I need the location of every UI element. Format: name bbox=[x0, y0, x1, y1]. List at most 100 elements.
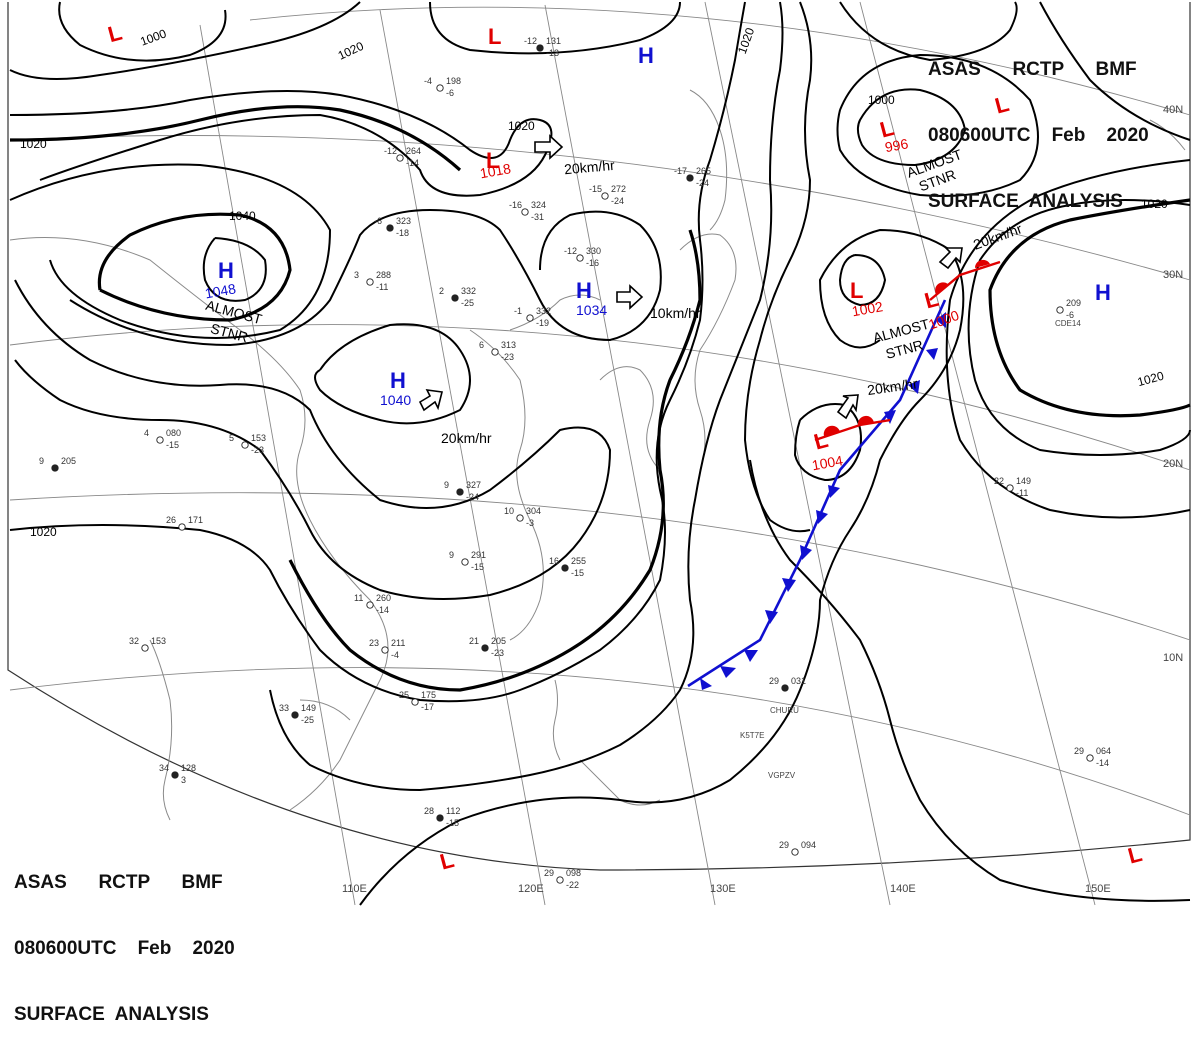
station-pressure: 175 bbox=[421, 690, 436, 700]
station-plot: 5 153 -23 bbox=[229, 433, 266, 455]
station-plot: 2 332 -25 bbox=[439, 286, 476, 308]
station-dewpoint: -14 bbox=[406, 158, 419, 168]
station-circle bbox=[791, 848, 799, 856]
station-plot: 22 149 -11 bbox=[994, 476, 1031, 498]
station-temperature: -4 bbox=[424, 76, 432, 86]
station-temperature: 34 bbox=[159, 763, 169, 773]
station-circle bbox=[461, 558, 469, 566]
latitude-label: 10N bbox=[1163, 652, 1183, 664]
station-pressure: 291 bbox=[471, 550, 486, 560]
station-temperature: 16 bbox=[549, 556, 559, 566]
station-circle bbox=[491, 348, 499, 356]
station-pressure: 153 bbox=[251, 433, 266, 443]
station-temperature: -17 bbox=[674, 166, 687, 176]
station-dewpoint: -3 bbox=[526, 518, 534, 528]
station-dewpoint: -17 bbox=[421, 702, 434, 712]
low-center-symbol: L bbox=[105, 20, 124, 48]
station-plot: 33 149 -25 bbox=[279, 703, 316, 725]
movement-arrows bbox=[418, 134, 963, 420]
station-dewpoint: -24 bbox=[611, 196, 624, 206]
high-center-symbol: H bbox=[638, 43, 654, 68]
station-pressure: 330 bbox=[586, 246, 601, 256]
low-center-symbol: L bbox=[1125, 841, 1144, 869]
cold-front bbox=[687, 299, 947, 690]
station-plot: 29 064 -14 bbox=[1074, 746, 1111, 768]
station-circle bbox=[781, 684, 789, 692]
station-circle bbox=[411, 698, 419, 706]
ship-id: CHURU bbox=[770, 706, 799, 715]
low-center-symbol: L bbox=[922, 286, 941, 314]
high-center-symbol: H bbox=[390, 368, 406, 393]
high-center-value: 1048 bbox=[204, 280, 238, 301]
longitude-label: 130E bbox=[710, 883, 736, 895]
station-plot: 21 205 -23 bbox=[469, 636, 506, 658]
movement-speed-label: 10km/hr bbox=[650, 305, 701, 321]
station-dewpoint: -16 bbox=[586, 258, 599, 268]
weather-map: L L L 1018 H L 996 L H 1048 H 1034 H 104… bbox=[7, 1, 1191, 906]
station-circle bbox=[381, 646, 389, 654]
station-circle bbox=[291, 711, 299, 719]
station-circle bbox=[1006, 484, 1014, 492]
station-dewpoint: -24 bbox=[696, 178, 709, 188]
station-circle bbox=[386, 224, 394, 232]
station-circle bbox=[456, 488, 464, 496]
station-temperature: -16 bbox=[509, 200, 522, 210]
header-time-line: 080600UTC Feb 2020 bbox=[928, 125, 1149, 146]
movement-speed-label: 20km/hr bbox=[441, 430, 492, 446]
ship-id: VGPZV bbox=[768, 771, 796, 780]
header-agency-line: ASAS RCTP BMF bbox=[928, 59, 1137, 80]
station-plot: 9 205 bbox=[39, 456, 76, 472]
graticule-labels: 110E 120E 130E 140E 150E 40N 30N 20N 10N bbox=[342, 104, 1183, 895]
station-pressure: 260 bbox=[376, 593, 391, 603]
ship-ids: CDE14 CHURU K5T7E VGPZV bbox=[740, 319, 1081, 780]
station-pressure: 324 bbox=[531, 200, 546, 210]
station-pressure: 112 bbox=[446, 806, 460, 816]
isobars bbox=[9, 1, 1191, 906]
station-plot: -1 332 -19 bbox=[514, 306, 551, 328]
station-dewpoint: -15 bbox=[446, 818, 459, 828]
station-temperature: -12 bbox=[564, 246, 577, 256]
station-temperature: 29 bbox=[779, 840, 789, 850]
station-plot: 32 153 bbox=[129, 636, 166, 652]
station-temperature: 29 bbox=[544, 868, 554, 878]
low-center-symbol: L bbox=[877, 115, 896, 143]
station-plot: -17 265 -24 bbox=[674, 166, 711, 188]
station-plot: 34 128 3 bbox=[159, 763, 196, 785]
station-plot: 209-6 bbox=[1056, 298, 1081, 320]
station-temperature: -12 bbox=[384, 146, 397, 156]
station-circle bbox=[686, 174, 694, 182]
station-pressure: 205 bbox=[491, 636, 506, 646]
station-temperature: -15 bbox=[589, 184, 602, 194]
station-circle bbox=[436, 814, 444, 822]
low-center-symbol: L bbox=[811, 427, 830, 455]
isobars-thick bbox=[9, 105, 1191, 692]
station-dewpoint: -22 bbox=[566, 880, 579, 890]
station-dewpoint: -6 bbox=[1066, 310, 1074, 320]
station-pressure: 304 bbox=[526, 506, 541, 516]
longitude-label: 140E bbox=[890, 883, 916, 895]
station-plot: -12 330 -16 bbox=[564, 246, 601, 268]
station-temperature: 11 bbox=[354, 593, 363, 603]
station-dewpoint: -23 bbox=[251, 445, 264, 455]
station-circle bbox=[526, 314, 534, 322]
station-plot: 29 031 bbox=[769, 676, 806, 692]
isobar-labels: 1000 1020 1020 1020 1040 1020 1000 1020 … bbox=[20, 26, 1168, 539]
station-circle bbox=[51, 464, 59, 472]
station-plot: -12 131 -13 bbox=[524, 36, 561, 58]
station-dewpoint: -6 bbox=[446, 88, 454, 98]
station-dewpoint: -14 bbox=[1096, 758, 1109, 768]
low-center-symbol: L bbox=[992, 91, 1011, 119]
station-plots: -12 131-13-4 198-6-12 264-14-17 265-24-15 272… bbox=[39, 36, 1111, 890]
station-circle bbox=[451, 294, 459, 302]
station-pressure: 128 bbox=[181, 763, 196, 773]
station-temperature: 22 bbox=[994, 476, 1004, 486]
station-plot: 28 112 -15 bbox=[424, 806, 460, 828]
station-temperature: 29 bbox=[769, 676, 779, 686]
station-pressure: 064 bbox=[1096, 746, 1111, 756]
station-pressure: 332 bbox=[536, 306, 551, 316]
station-temperature: 9 bbox=[444, 480, 449, 490]
station-pressure: 198 bbox=[446, 76, 461, 86]
station-circle bbox=[481, 644, 489, 652]
movement-speed-label: 20km/hr bbox=[866, 375, 919, 398]
station-circle bbox=[436, 84, 444, 92]
